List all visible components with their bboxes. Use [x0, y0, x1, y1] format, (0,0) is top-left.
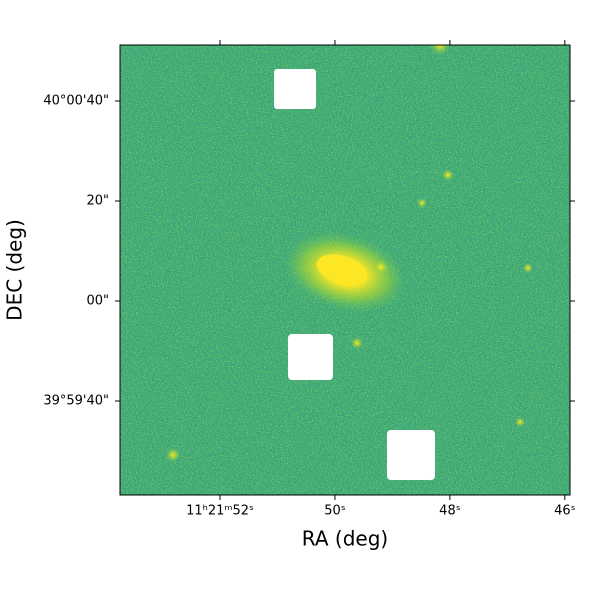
mask	[288, 334, 333, 380]
y-axis-label: DEC (deg)	[3, 219, 27, 321]
y-tick-label: 40°00'40"	[43, 93, 109, 108]
x-tick-label: 11ʰ21ᵐ52ˢ	[186, 504, 254, 519]
star	[351, 337, 363, 349]
star	[430, 45, 450, 55]
x-tick-label: 46ˢ	[554, 504, 576, 519]
mask	[387, 430, 435, 480]
image	[120, 45, 570, 495]
star	[515, 417, 525, 427]
y-tick-label: 00"	[86, 293, 109, 308]
galaxy-core	[316, 254, 368, 286]
star	[374, 260, 388, 274]
y-tick-label: 20"	[86, 193, 109, 208]
star	[523, 263, 533, 273]
x-axis-label: RA (deg)	[302, 527, 388, 551]
star	[442, 169, 454, 181]
mask	[274, 69, 316, 109]
star	[166, 448, 180, 462]
y-tick-label: 39°59'40"	[43, 394, 109, 409]
x-tick-label: 48ˢ	[439, 504, 461, 519]
star	[417, 198, 427, 208]
frame	[119, 44, 571, 496]
x-tick-label: 50ˢ	[324, 504, 346, 519]
